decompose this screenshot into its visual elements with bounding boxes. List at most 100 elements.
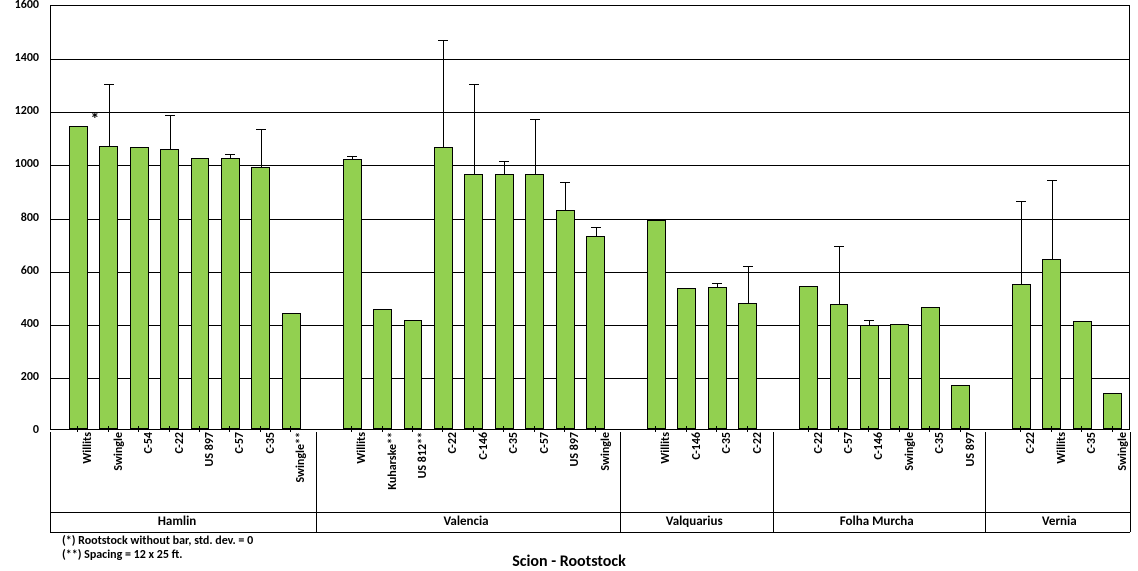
bar: [1042, 259, 1061, 429]
error-bar: [717, 284, 718, 287]
error-bar: [748, 267, 749, 303]
x-tick: [503, 426, 504, 432]
bar: [799, 286, 818, 429]
error-cap: [1016, 201, 1026, 202]
error-cap: [712, 283, 722, 284]
x-category-label: C-35: [507, 432, 521, 507]
bar: [738, 303, 757, 429]
x-tick: [686, 426, 687, 432]
x-category-label: C-22: [812, 432, 826, 507]
bar: [495, 174, 514, 429]
x-category-label: Willits: [659, 432, 673, 507]
x-tick: [534, 426, 535, 432]
bar: [251, 167, 270, 429]
bar: [282, 313, 301, 429]
bar: [1103, 393, 1122, 429]
x-category-label: Swingle: [1116, 432, 1130, 507]
chart-title: Scion - Rootstock: [0, 552, 1138, 571]
x-tick: [1020, 426, 1021, 432]
bar: [373, 309, 392, 429]
x-category-label: Swingle**: [294, 432, 308, 507]
error-cap: [834, 246, 844, 247]
x-tick: [229, 426, 230, 432]
x-category-label: C-35: [1085, 432, 1099, 507]
error-cap: [347, 156, 357, 157]
x-tick: [108, 426, 109, 432]
bar: [99, 146, 118, 429]
x-tick: [1081, 426, 1082, 432]
bar: [647, 220, 666, 429]
error-cap: [225, 154, 235, 155]
x-category-label: US 897: [964, 432, 978, 507]
error-cap: [591, 227, 601, 228]
bar: [191, 158, 210, 429]
x-axis-group-labels: HamlinValenciaValquariusFolha MurchaVern…: [50, 510, 1130, 535]
x-category-label: Swingle: [599, 432, 613, 507]
x-tick: [412, 426, 413, 432]
bar: [708, 287, 727, 429]
bar: [404, 320, 423, 429]
plot-area: *: [51, 6, 1129, 429]
x-category-label: C-54: [142, 432, 156, 507]
x-category-label: C-146: [872, 432, 886, 507]
error-cap: [469, 84, 479, 85]
bar: [830, 304, 849, 429]
error-cap: [499, 161, 509, 162]
x-category-label: C-57: [538, 432, 552, 507]
error-bar: [170, 116, 171, 149]
x-category-label: C-146: [477, 432, 491, 507]
group-divider: [1130, 432, 1131, 532]
error-cap: [864, 320, 874, 321]
group-label: Folha Murcha: [783, 514, 970, 529]
x-tick: [655, 426, 656, 432]
y-tick-label: 0: [33, 423, 39, 437]
error-bar: [109, 85, 110, 146]
x-category-label: C-35: [933, 432, 947, 507]
error-bar: [443, 41, 444, 147]
x-tick: [351, 426, 352, 432]
x-tick: [473, 426, 474, 432]
y-tick-label: 1000: [15, 157, 39, 171]
x-tick: [808, 426, 809, 432]
bar: [69, 126, 88, 429]
x-category-label: C-35: [720, 432, 734, 507]
bar: [890, 324, 909, 429]
bar: [525, 174, 544, 429]
x-tick: [77, 426, 78, 432]
bar: [1012, 284, 1031, 429]
x-tick: [169, 426, 170, 432]
x-tick: [747, 426, 748, 432]
error-bar: [869, 321, 870, 325]
x-category-label: Swingle: [903, 432, 917, 507]
bar: [860, 325, 879, 429]
x-category-label: C-57: [233, 432, 247, 507]
bar: [434, 147, 453, 429]
error-bar: [596, 228, 597, 236]
x-tick: [382, 426, 383, 432]
error-cap: [743, 266, 753, 267]
gridline: [51, 219, 1129, 220]
error-bar: [535, 120, 536, 174]
group-label: Valquarius: [631, 514, 757, 529]
y-tick-label: 1200: [15, 104, 39, 118]
x-tick: [868, 426, 869, 432]
x-category-label: US 897: [568, 432, 582, 507]
x-tick: [838, 426, 839, 432]
y-tick-label: 1400: [15, 51, 39, 65]
group-label: Valencia: [327, 514, 605, 529]
x-category-label: Swingle: [112, 432, 126, 507]
bar: [921, 307, 940, 429]
x-category-label: C-22: [173, 432, 187, 507]
x-category-label: C-57: [842, 432, 856, 507]
group-label: Vernia: [996, 514, 1122, 529]
bar: [130, 147, 149, 429]
x-tick: [442, 426, 443, 432]
error-cap: [256, 129, 266, 130]
x-category-label: US 897: [203, 432, 217, 507]
error-cap: [530, 119, 540, 120]
bar: [677, 288, 696, 429]
y-tick-label: 600: [21, 264, 39, 278]
bar: [586, 236, 605, 429]
bar: [556, 210, 575, 429]
error-cap: [104, 84, 114, 85]
